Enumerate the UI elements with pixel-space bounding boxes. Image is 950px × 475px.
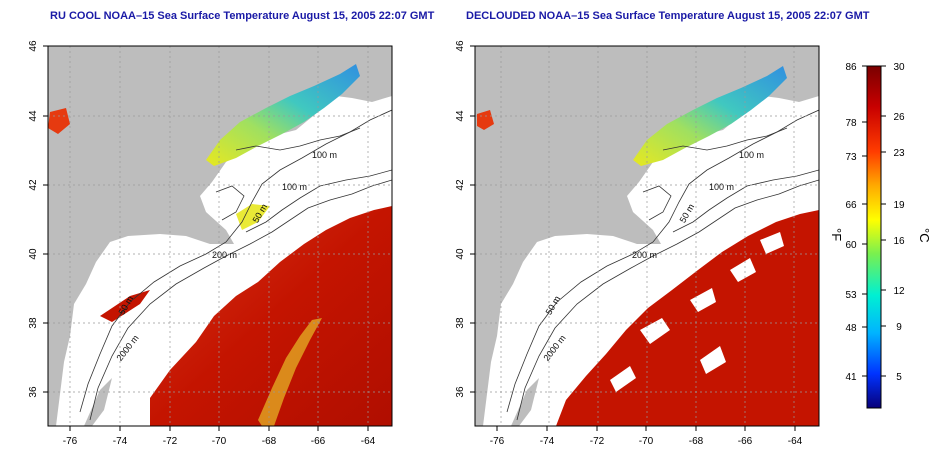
- left-x-tick-label: -76: [63, 436, 78, 447]
- colorbar-celsius-tick: 26: [893, 112, 905, 123]
- left-map-land: [48, 46, 392, 426]
- left-map-warm-edge: [258, 318, 322, 426]
- left-contour-label: 200 m: [212, 250, 237, 260]
- left-map: 100 m 100 m 50 m 200 m 50 m 2000 m: [47, 45, 393, 427]
- colorbar-fahrenheit-label: °F: [829, 228, 844, 241]
- colorbar-celsius-tick: 16: [893, 236, 905, 247]
- left-x-tick-label: -64: [361, 436, 376, 447]
- left-map-shelf-warm: [100, 290, 150, 322]
- left-map-cool-water: [206, 64, 360, 166]
- left-map-yellow-patch: [236, 204, 270, 230]
- right-y-tick-label: 42: [455, 179, 466, 191]
- right-map-cloud-gaps: [610, 232, 784, 392]
- colorbar-fahrenheit-tick: 66: [845, 200, 857, 211]
- right-contour-label: 100 m: [739, 150, 764, 160]
- left-y-tick-label: 42: [28, 179, 39, 191]
- left-y-tick-label: 46: [28, 40, 39, 52]
- right-panel-title: DECLOUDED NOAA–15 Sea Surface Temperatur…: [466, 10, 870, 22]
- right-x-tick-label: -74: [540, 436, 555, 447]
- right-x-tick-label: -68: [689, 436, 704, 447]
- colorbar-ticks: 86 78 73 66 60 53 48 41 30 26 23 19 16 12 9 5: [845, 62, 905, 383]
- left-y-tick-label: 36: [28, 386, 39, 398]
- right-x-tick-label: -76: [490, 436, 505, 447]
- colorbar-celsius-tick: 9: [896, 322, 902, 333]
- colorbar-celsius-label: °C: [917, 228, 932, 243]
- left-y-tick-label: 38: [28, 317, 39, 329]
- right-map-nova-scotia-patch: [477, 110, 494, 130]
- left-map-nova-scotia-patch: [48, 108, 70, 134]
- right-x-tick-label: -72: [590, 436, 605, 447]
- right-contour-label: 100 m: [709, 182, 734, 192]
- colorbar-celsius-tick: 5: [896, 372, 902, 383]
- right-x-tick-label: -70: [639, 436, 654, 447]
- left-y-tick-label: 44: [28, 110, 39, 122]
- colorbar-fahrenheit-tick: 60: [845, 240, 857, 251]
- colorbar-gradient: [866, 65, 882, 409]
- right-map-frame: [474, 45, 820, 427]
- left-map-contours: [79, 109, 392, 421]
- right-y-tick-label: 44: [455, 110, 466, 122]
- right-map-contours: [506, 109, 819, 421]
- right-y-tick-label: 40: [455, 248, 466, 260]
- left-panel-title: RU COOL NOAA–15 Sea Surface Temperature …: [50, 10, 435, 22]
- right-x-tick-label: -64: [788, 436, 803, 447]
- colorbar-fahrenheit-tick: 73: [845, 152, 857, 163]
- colorbar-celsius-tick: 30: [893, 62, 905, 73]
- left-map-peninsula: [84, 378, 112, 426]
- left-map-frame: [47, 45, 393, 427]
- colorbar-fahrenheit-tick: 78: [845, 118, 857, 129]
- colorbar-celsius-tick: 23: [893, 148, 905, 159]
- left-x-tick-label: -66: [311, 436, 326, 447]
- right-y-tick-label: 46: [455, 40, 466, 52]
- colorbar-celsius-tick: 12: [893, 286, 905, 297]
- left-map-warm-water: [150, 206, 392, 426]
- colorbar-fahrenheit-tick: 48: [845, 323, 857, 334]
- right-map-grid: [475, 46, 819, 426]
- right-map-peninsula: [511, 378, 539, 426]
- right-x-tick-label: -66: [738, 436, 753, 447]
- left-map-grid: [48, 46, 392, 426]
- left-contour-label: 100 m: [282, 182, 307, 192]
- left-x-tick-label: -68: [262, 436, 277, 447]
- left-y-tick-label: 40: [28, 248, 39, 260]
- colorbar-celsius-tick: 19: [893, 200, 905, 211]
- axis-ticks: -76 -74 -72 -70 -68 -66 -64 46 44 42 40 38 36 -76 -74 -…: [28, 40, 803, 447]
- left-contour-label: 100 m: [312, 150, 337, 160]
- right-y-tick-label: 36: [455, 386, 466, 398]
- right-contour-label: 200 m: [632, 250, 657, 260]
- left-x-tick-label: -74: [113, 436, 128, 447]
- left-x-tick-label: -70: [212, 436, 227, 447]
- right-map: 100 m 100 m 50 m 200 m 50 m 2000 m: [474, 45, 820, 427]
- right-y-tick-label: 38: [455, 317, 466, 329]
- colorbar-fahrenheit-tick: 86: [845, 62, 857, 73]
- left-x-tick-label: -72: [163, 436, 178, 447]
- colorbar-fahrenheit-tick: 53: [845, 290, 857, 301]
- colorbar: °F °C 86 78 73 66 60 53 48 41 30 26 23 19 16 12 9 5: [829, 62, 932, 409]
- colorbar-fahrenheit-tick: 41: [845, 372, 857, 383]
